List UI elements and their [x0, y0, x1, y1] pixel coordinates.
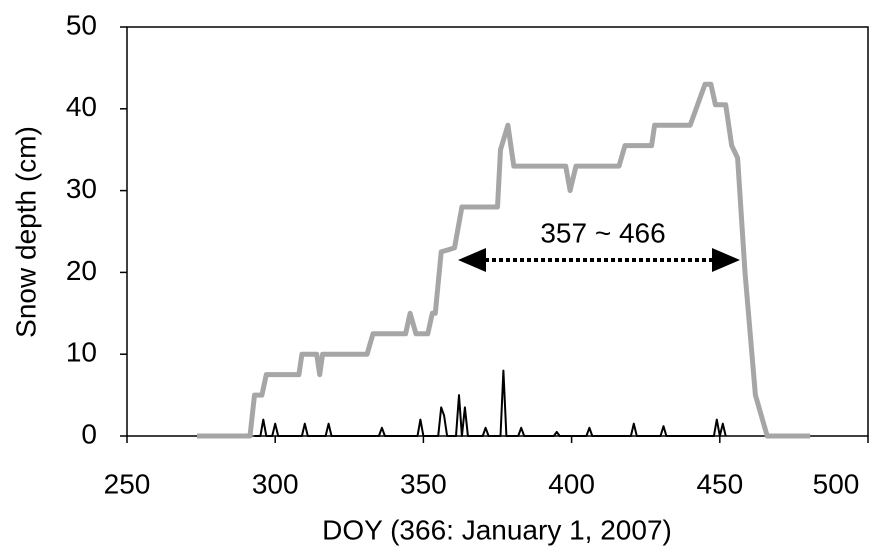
x-axis-label: DOY (366: January 1, 2007): [322, 514, 672, 545]
x-tick-label: 500: [813, 468, 860, 499]
series-line: [197, 81, 811, 439]
arrow-head: [458, 248, 486, 272]
x-tick-label: 450: [696, 468, 743, 499]
y-tick-label: 10: [66, 337, 97, 368]
range-arrow: [458, 248, 740, 272]
y-tick-label: 20: [66, 255, 97, 286]
x-tick-label: 350: [400, 468, 447, 499]
x-tick-label: 400: [548, 468, 595, 499]
y-tick-label: 40: [66, 91, 97, 122]
annotation: 357 ~ 466: [540, 217, 665, 248]
x-tick-label: 300: [252, 468, 299, 499]
plot-frame: [126, 26, 869, 437]
arrow-head: [712, 248, 740, 272]
y-tick-label: 50: [66, 9, 97, 40]
series-line: [254, 369, 727, 437]
x-tick-label: 250: [104, 468, 151, 499]
y-axis-label: Snow depth (cm): [10, 126, 41, 338]
y-tick-label: 0: [81, 418, 97, 449]
y-tick-label: 30: [66, 173, 97, 204]
